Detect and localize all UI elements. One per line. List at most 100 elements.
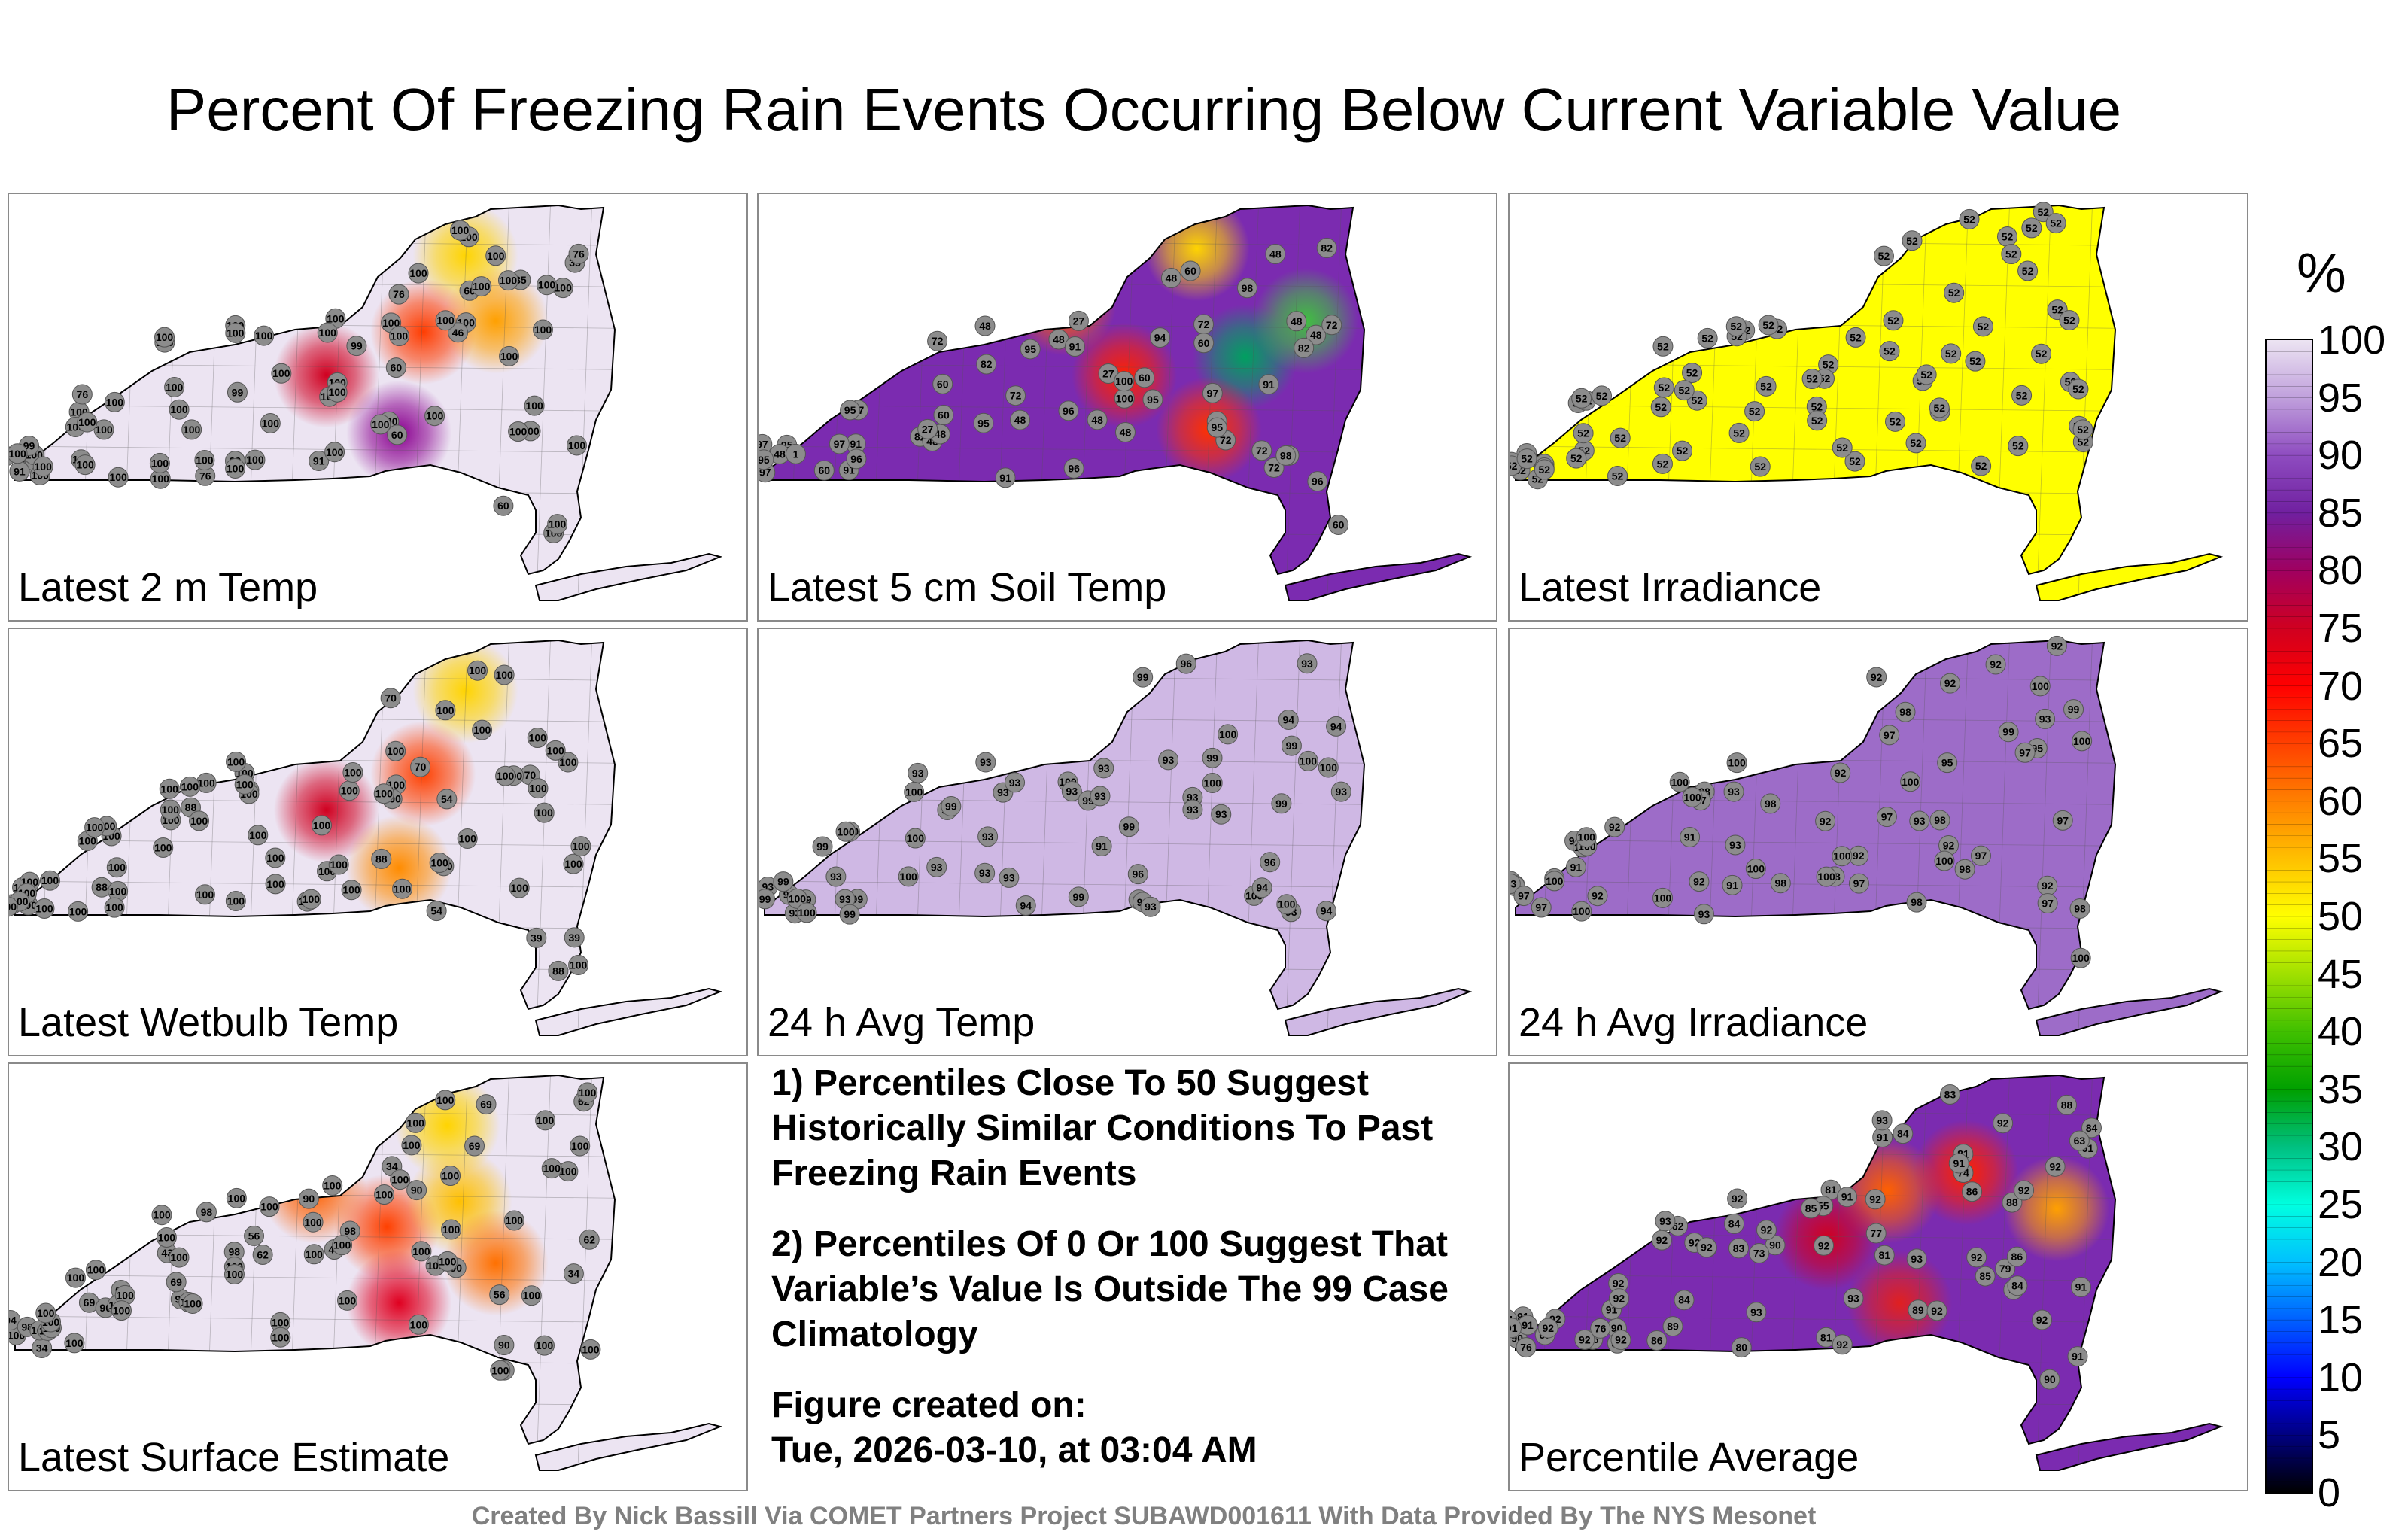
station-marker: 100 — [467, 660, 488, 681]
station-marker: 100 — [905, 828, 926, 849]
station-marker: 48 — [1114, 422, 1136, 443]
station-marker: 52 — [1650, 397, 1671, 418]
station-marker: 93 — [1723, 781, 1744, 802]
station-marker: 46 — [448, 322, 469, 343]
svg-text:96: 96 — [1180, 658, 1192, 670]
svg-text:72: 72 — [1010, 390, 1022, 402]
station-marker: 96 — [1063, 457, 1084, 479]
station-marker: 83 — [1728, 1238, 1749, 1259]
station-marker: 52 — [1607, 465, 1628, 486]
svg-text:63: 63 — [2074, 1135, 2086, 1147]
station-marker: 100 — [1832, 846, 1853, 867]
svg-text:98: 98 — [1959, 863, 1971, 875]
station-marker: 100 — [471, 276, 492, 297]
station-marker: 97 — [829, 433, 850, 454]
svg-text:100: 100 — [1671, 776, 1689, 788]
station-marker: 100 — [558, 752, 579, 773]
station-marker: 100 — [424, 406, 445, 427]
station-marker: 100 — [904, 781, 925, 802]
station-marker: 100 — [570, 1135, 591, 1157]
svg-text:92: 92 — [1732, 1193, 1744, 1205]
station-marker: 91 — [1722, 874, 1743, 895]
svg-text:100: 100 — [1817, 871, 1835, 883]
station-marker: 100 — [34, 898, 55, 919]
svg-text:100: 100 — [170, 403, 188, 415]
station-marker: 60 — [1193, 333, 1215, 354]
svg-text:93: 93 — [1914, 815, 1926, 827]
station-marker: 100 — [374, 1184, 395, 1205]
station-marker: 82 — [1294, 337, 1315, 358]
station-marker: 99 — [346, 336, 367, 357]
svg-text:100: 100 — [304, 1216, 322, 1228]
svg-text:97: 97 — [1535, 901, 1547, 913]
station-marker: 100 — [332, 1235, 353, 1256]
station-marker: 54 — [436, 789, 458, 810]
station-marker: 92 — [2014, 1180, 2035, 1201]
station-marker: 100 — [265, 847, 286, 868]
svg-text:100: 100 — [511, 882, 529, 894]
svg-text:84: 84 — [2011, 1280, 2023, 1292]
svg-text:79: 79 — [1999, 1263, 2011, 1275]
station-marker: 86 — [2006, 1246, 2027, 1267]
station-marker: 100 — [35, 1302, 56, 1324]
svg-text:88: 88 — [2061, 1099, 2073, 1111]
station-marker: 92 — [1865, 1189, 1886, 1210]
svg-text:52: 52 — [1539, 464, 1551, 476]
svg-text:99: 99 — [232, 386, 244, 398]
station-marker: 97 — [2052, 810, 2073, 831]
station-marker: 100 — [558, 1161, 579, 1182]
station-marker: 100 — [84, 817, 105, 838]
station-marker: 86 — [1962, 1181, 1983, 1202]
svg-text:100: 100 — [69, 905, 87, 917]
map-panel-7: 1001009462901006956343462699898349090629… — [8, 1062, 748, 1491]
svg-text:98: 98 — [1280, 449, 1292, 461]
svg-text:96: 96 — [1264, 856, 1276, 868]
station-marker: 52 — [1566, 448, 1587, 469]
station-marker: 97 — [1848, 873, 1869, 894]
svg-text:62: 62 — [257, 1248, 269, 1260]
station-marker: 97 — [1879, 725, 1900, 746]
station-marker: 48 — [1160, 267, 1181, 288]
colorbar-tick: 95 — [2318, 375, 2364, 421]
svg-text:93: 93 — [1876, 1114, 1888, 1126]
station-marker: 98 — [196, 1202, 217, 1223]
svg-text:100: 100 — [564, 858, 582, 870]
svg-text:76: 76 — [199, 470, 211, 482]
svg-text:100: 100 — [555, 282, 573, 294]
station-marker: 93 — [1182, 799, 1203, 820]
svg-text:100: 100 — [536, 807, 554, 819]
station-marker: 52 — [1997, 226, 2018, 247]
station-marker: 100 — [270, 1327, 291, 1348]
svg-text:89: 89 — [1667, 1321, 1679, 1333]
svg-text:95: 95 — [759, 454, 770, 466]
svg-text:52: 52 — [1849, 455, 1861, 467]
station-marker: 100 — [164, 377, 185, 398]
station-marker: 52 — [1885, 411, 1906, 432]
colorbar-tick: 25 — [2318, 1182, 2364, 1227]
svg-text:93: 93 — [1659, 1215, 1671, 1227]
svg-text:100: 100 — [1573, 905, 1591, 917]
svg-text:52: 52 — [2037, 206, 2049, 218]
svg-text:100: 100 — [473, 724, 491, 736]
svg-text:100: 100 — [491, 1364, 509, 1376]
svg-text:95: 95 — [1941, 757, 1953, 769]
svg-text:100: 100 — [324, 1179, 342, 1191]
svg-text:48: 48 — [1310, 329, 1322, 341]
station-marker: 100 — [85, 1260, 106, 1281]
station-marker: 95 — [759, 449, 774, 470]
svg-text:100: 100 — [436, 1094, 455, 1106]
svg-text:91: 91 — [1570, 861, 1583, 873]
svg-text:100: 100 — [394, 883, 412, 895]
svg-text:86: 86 — [1966, 1186, 1978, 1198]
svg-text:100: 100 — [1278, 898, 1296, 910]
station-marker: 93 — [1297, 653, 1318, 674]
svg-text:93: 93 — [1145, 901, 1157, 913]
station-marker: 92 — [1938, 834, 1960, 856]
station-marker: 52 — [1845, 327, 1866, 348]
svg-text:94: 94 — [1282, 713, 1294, 725]
svg-text:27: 27 — [1073, 315, 1085, 327]
svg-text:52: 52 — [1521, 453, 1533, 465]
svg-text:54: 54 — [441, 793, 453, 805]
station-marker: 100 — [2070, 947, 2091, 968]
svg-text:98: 98 — [1934, 814, 1946, 826]
